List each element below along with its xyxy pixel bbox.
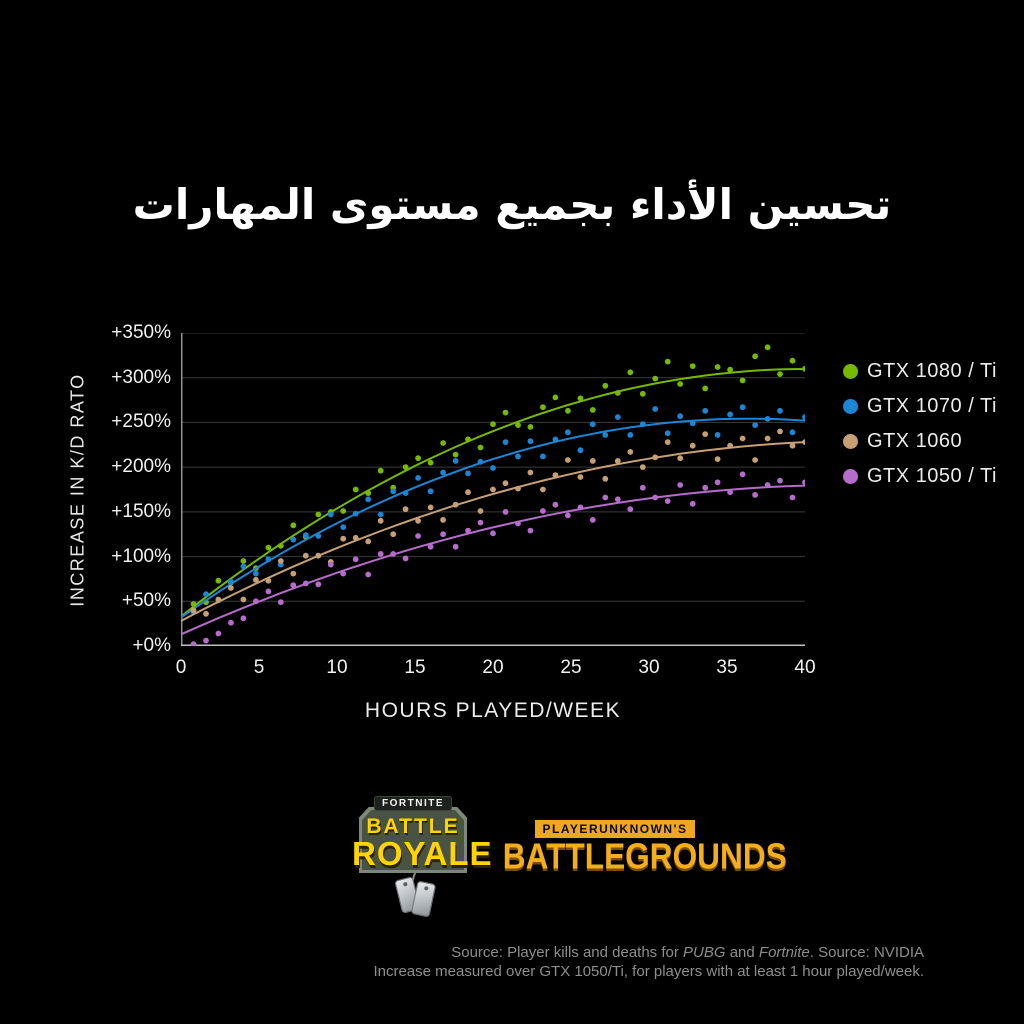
legend-label: GTX 1080 / Ti xyxy=(867,359,997,382)
x-tick-label: 10 xyxy=(326,657,348,678)
x-tick-label: 40 xyxy=(794,657,816,678)
legend-item-gtx-1080-ti: GTX 1080 / Ti xyxy=(843,360,997,382)
legend-dot-icon xyxy=(843,433,858,449)
legend-dot-icon xyxy=(843,468,858,484)
fortnite-royale-text: ROYALE xyxy=(352,835,493,872)
legend-item-gtx-1050-ti: GTX 1050 / Ti xyxy=(843,465,997,487)
y-tick-label: +200% xyxy=(111,456,171,478)
source-line-1: Source: Player kills and deaths for PUBG… xyxy=(451,944,924,961)
x-tick-label: 30 xyxy=(638,657,660,678)
x-tick-label: 15 xyxy=(404,657,426,678)
legend-label: GTX 1060 xyxy=(867,429,963,452)
y-tick-label: +0% xyxy=(132,635,171,656)
fortnite-battle-royale-logo: FORTNITE BATTLE ROYALE xyxy=(352,794,493,922)
chart-legend: GTX 1080 / Ti GTX 1070 / Ti GTX 1060 GTX… xyxy=(843,360,997,487)
x-tick-label: 0 xyxy=(175,657,187,678)
y-tick-label: +150% xyxy=(111,500,171,522)
x-tick-label: 25 xyxy=(560,657,582,678)
source-line-2: Increase measured over GTX 1050/Ti, for … xyxy=(373,963,924,980)
fortnite-battle-text: BATTLE xyxy=(366,815,460,838)
legend-label: GTX 1070 / Ti xyxy=(867,394,997,417)
x-tick-label: 5 xyxy=(253,657,265,678)
y-axis-title: INCREASE IN K/D RATO xyxy=(67,373,88,607)
kd-ratio-chart xyxy=(181,333,805,646)
y-tick-label: +350% xyxy=(111,322,171,343)
playerunknowns-bar: PLAYERUNKNOWN'S xyxy=(534,820,696,838)
y-tick-label: +300% xyxy=(111,366,171,388)
legend-dot-icon xyxy=(843,398,858,414)
x-tick-label: 35 xyxy=(716,657,738,678)
battlegrounds-text: BATTLEGROUNDS xyxy=(502,835,787,877)
pubg-logo: PLAYERUNKNOWN'S BATTLEGROUNDS xyxy=(503,820,787,874)
x-axis-title: HOURS PLAYED/WEEK xyxy=(364,699,622,722)
fortnite-sign-panel xyxy=(359,807,467,873)
legend-item-gtx-1060: GTX 1060 xyxy=(843,430,997,452)
legend-item-gtx-1070-ti: GTX 1070 / Ti xyxy=(843,395,997,417)
legend-dot-icon xyxy=(843,363,858,379)
y-tick-label: +250% xyxy=(111,411,171,433)
page-title: تحسين الأداء بجميع مستوى المهارات xyxy=(132,180,892,229)
source-note: Source: Player kills and deaths for PUBG… xyxy=(373,943,924,981)
fortnite-banner-text: FORTNITE xyxy=(374,796,452,811)
x-tick-label: 20 xyxy=(482,657,504,678)
y-tick-label: +100% xyxy=(111,545,171,567)
legend-label: GTX 1050 / Ti xyxy=(867,464,997,487)
y-tick-label: +50% xyxy=(121,590,171,612)
